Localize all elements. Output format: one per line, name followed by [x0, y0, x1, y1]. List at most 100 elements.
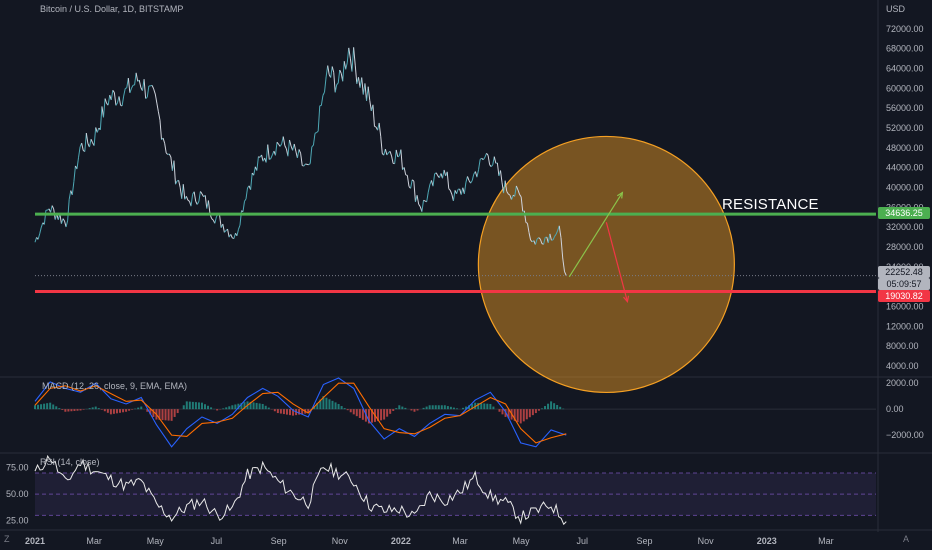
price-segment: [193, 191, 197, 202]
price-segment: [353, 47, 356, 66]
price-segment: [386, 152, 389, 156]
price-segment: [190, 194, 194, 207]
price-segment: [492, 156, 495, 165]
price-segment: [320, 95, 324, 106]
symbol-title[interactable]: Bitcoin / U.S. Dollar, 1D, BITSTAMP: [40, 4, 184, 14]
price-segment: [250, 173, 253, 190]
price-segment: [499, 170, 503, 183]
price-segment: [442, 169, 445, 179]
price-segment: [345, 62, 348, 70]
price-segment: [150, 84, 153, 87]
last-price-tag: 22252.48: [878, 266, 930, 278]
price-segment: [165, 152, 169, 155]
price-segment: [452, 190, 456, 201]
macd-tick-label: 0.00: [886, 404, 904, 414]
projection-arrows[interactable]: [568, 191, 630, 303]
price-segment: [346, 47, 350, 63]
price-segment: [555, 230, 559, 235]
countdown-tag: 05:09:57: [878, 278, 930, 290]
price-segment: [162, 137, 166, 144]
price-segment: [426, 192, 429, 202]
price-segment: [146, 85, 150, 98]
price-segment: [391, 155, 394, 164]
price-segment: [552, 236, 556, 241]
zoom-toggle[interactable]: Z: [4, 534, 10, 544]
macd-title[interactable]: MACD (12, 26, close, 9, EMA, EMA): [42, 381, 188, 391]
price-segment: [423, 199, 426, 202]
price-segment: [279, 143, 283, 147]
price-segment: [432, 173, 436, 187]
price-segment: [145, 96, 148, 99]
price-segment: [413, 181, 416, 202]
price-segment: [76, 157, 80, 170]
price-segment: [357, 77, 361, 88]
price-segment: [211, 218, 214, 221]
rsi-title[interactable]: RSI (14, close): [40, 457, 100, 467]
price-segment: [175, 180, 178, 185]
price-segment: [471, 174, 475, 181]
price-segment: [159, 120, 163, 140]
price-segment: [60, 218, 64, 224]
price-segment: [378, 122, 382, 137]
price-segment: [333, 72, 336, 93]
price-segment: [525, 221, 528, 224]
price-segment: [348, 47, 351, 59]
price-segment: [311, 144, 314, 148]
price-segment: [435, 172, 439, 176]
resistance-label[interactable]: RESISTANCE: [722, 196, 819, 213]
price-segment: [34, 237, 38, 243]
price-segment: [354, 65, 358, 84]
price-segment: [131, 84, 134, 89]
price-segment: [470, 180, 473, 184]
price-segment: [486, 152, 489, 156]
price-segment: [187, 199, 190, 202]
price-segment: [496, 162, 500, 177]
price-segment: [199, 191, 203, 195]
price-segment: [43, 210, 47, 225]
price-segment: [214, 216, 217, 224]
price-segment: [463, 182, 467, 194]
price-segment: [504, 180, 508, 192]
price-segment: [317, 105, 321, 132]
price-segment: [380, 136, 383, 154]
price-segment: [178, 180, 181, 188]
price-segment: [336, 82, 339, 85]
horizontal-lines[interactable]: [35, 212, 876, 294]
price-segment: [509, 194, 513, 200]
price-segment: [366, 86, 369, 101]
price-segment: [71, 181, 75, 195]
target-circle[interactable]: [477, 135, 735, 394]
x-tick-label: Mar: [86, 536, 102, 546]
price-segment: [168, 153, 172, 158]
price-segment: [314, 132, 317, 134]
y-tick-label: 60000.00: [886, 83, 924, 93]
price-segment: [526, 223, 530, 233]
price-segment: [364, 83, 368, 101]
price-segment: [124, 87, 127, 90]
price-segment: [127, 77, 131, 94]
x-tick-label: Jul: [577, 536, 589, 546]
price-segment: [170, 156, 173, 171]
price-segment: [293, 143, 297, 152]
macd-tick-label: 2000.00: [886, 378, 919, 388]
x-tick-label: Mar: [452, 536, 468, 546]
price-segment: [112, 89, 115, 93]
x-tick-label: Jul: [211, 536, 223, 546]
price-segment: [465, 176, 468, 183]
price-segment: [528, 232, 532, 241]
price-segment: [411, 179, 415, 182]
price-segment: [343, 61, 347, 70]
price-segment: [269, 158, 272, 161]
axes: 2021 Mar May Jul Sep Nov 2022 Mar May Jul Sep Nov 20…: [6, 24, 924, 546]
price-segment: [476, 169, 480, 178]
auto-scale-toggle[interactable]: A: [903, 534, 910, 544]
price-segment: [543, 237, 546, 245]
price-segment: [65, 220, 69, 228]
macd-pane: [34, 377, 876, 448]
macd-line: [34, 377, 567, 448]
price-segment: [330, 66, 333, 78]
price-segment: [395, 149, 399, 158]
price-segment: [81, 143, 84, 151]
price-segment: [242, 201, 245, 212]
